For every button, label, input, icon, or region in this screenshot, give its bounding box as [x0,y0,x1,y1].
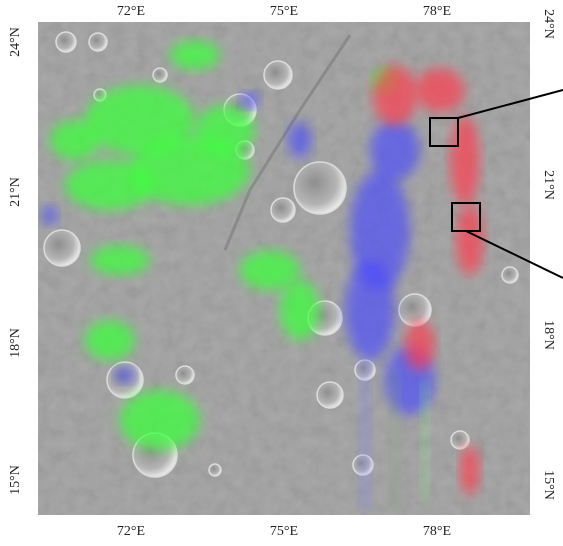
red-deposit [373,65,417,125]
green-deposit [65,160,155,210]
green-deposit [280,280,320,340]
crater [398,293,432,327]
green-deposit [195,105,255,155]
streak [359,360,371,510]
crater [501,266,519,284]
green-deposit [85,320,135,360]
lat-label: 15°N [8,465,23,495]
crater [88,32,108,52]
red-deposit [456,205,484,275]
green-deposit [240,250,300,290]
lon-label: 75°E [270,524,298,539]
lon-label: 78°E [423,524,451,539]
blue-deposit [288,122,312,158]
green-deposit [170,40,220,70]
lat-label: 21°N [8,177,23,207]
lat-label: 21°N [541,170,556,200]
lat-label: 24°N [541,9,556,39]
mineral-overlay [42,31,519,510]
blue-deposit [345,260,395,360]
lon-label: 75°E [270,4,298,19]
leader-line [457,89,563,119]
crater [175,365,195,385]
streak [421,380,429,500]
crater [208,463,222,477]
red-deposit [405,320,435,370]
lon-label: 72°E [117,4,145,19]
green-deposit [90,245,150,275]
green-deposit [85,85,195,155]
blue-deposit [42,205,58,225]
green-deposit [50,120,100,160]
crater [43,229,81,267]
crater [293,161,347,215]
lat-label: 18°N [541,320,556,350]
lon-label: 78°E [423,4,451,19]
crater [263,60,293,90]
inset-box [429,117,459,147]
blue-deposit [350,170,410,290]
lon-label: 72°E [117,524,145,539]
crater [450,430,470,450]
green-deposit [120,390,200,450]
blue-deposit [240,92,260,108]
lat-label: 18°N [8,328,23,358]
crater [270,197,296,223]
lat-label: 15°N [541,470,556,500]
crater [152,67,168,83]
red-deposit [460,445,480,495]
crater [55,31,77,53]
blue-deposit [370,120,420,180]
lat-label: 24°N [8,27,23,57]
red-deposit [450,115,480,205]
ridge [223,34,352,251]
crater [316,381,344,409]
leader-line [465,230,563,279]
blue-deposit [115,367,135,383]
red-deposit [415,68,465,112]
streak [390,370,400,510]
